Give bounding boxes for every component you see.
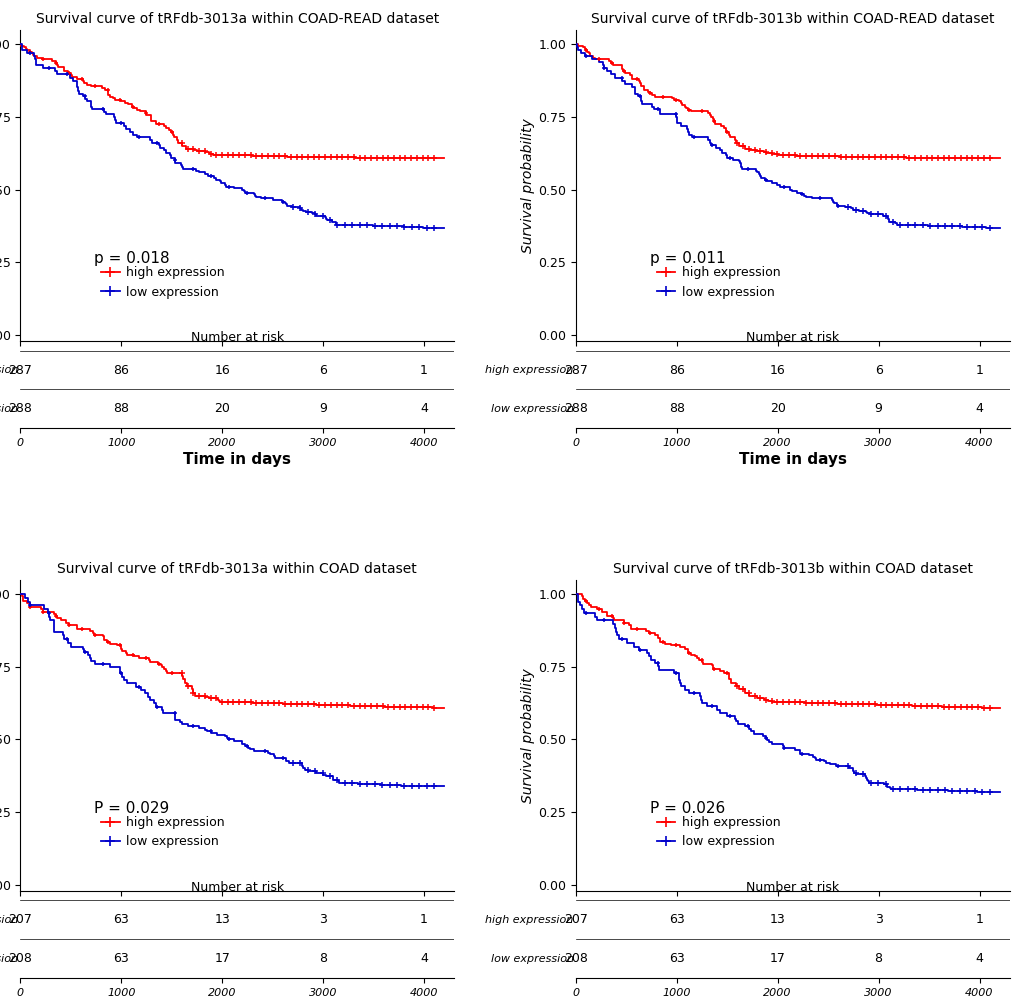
Text: 63: 63: [113, 913, 129, 926]
Text: P = 0.029: P = 0.029: [94, 800, 169, 816]
Title: Survival curve of tRFdb-3013a within COAD dataset: Survival curve of tRFdb-3013a within COA…: [57, 562, 417, 576]
Text: 208: 208: [564, 952, 587, 965]
Text: 13: 13: [769, 913, 785, 926]
Text: 17: 17: [769, 952, 785, 965]
Text: 20: 20: [769, 402, 785, 415]
Text: 63: 63: [668, 952, 684, 965]
Text: 8: 8: [873, 952, 881, 965]
X-axis label: Time in days: Time in days: [738, 452, 846, 467]
Text: 288: 288: [564, 402, 587, 415]
Text: 86: 86: [113, 363, 129, 376]
Text: 287: 287: [8, 363, 33, 376]
Text: 287: 287: [564, 363, 587, 376]
Text: high expression: high expression: [485, 365, 573, 375]
Text: 86: 86: [668, 363, 684, 376]
Text: P = 0.026: P = 0.026: [649, 800, 725, 816]
Text: 63: 63: [668, 913, 684, 926]
Legend: high expression, low expression: high expression, low expression: [651, 261, 785, 303]
Text: 1: 1: [420, 913, 428, 926]
Text: 16: 16: [214, 363, 230, 376]
Text: 9: 9: [319, 402, 327, 415]
Text: low expression: low expression: [490, 954, 573, 964]
Text: p = 0.018: p = 0.018: [94, 251, 169, 266]
Text: 9: 9: [874, 402, 881, 415]
Text: Number at risk: Number at risk: [746, 331, 839, 344]
Text: 207: 207: [564, 913, 587, 926]
Legend: high expression, low expression: high expression, low expression: [96, 811, 229, 853]
X-axis label: Time in days: Time in days: [183, 452, 291, 467]
Text: 6: 6: [319, 363, 327, 376]
Text: 6: 6: [874, 363, 881, 376]
Text: low expression: low expression: [0, 954, 18, 964]
Text: 63: 63: [113, 952, 129, 965]
Text: 17: 17: [214, 952, 230, 965]
Text: 1: 1: [974, 363, 982, 376]
Title: Survival curve of tRFdb-3013b within COAD dataset: Survival curve of tRFdb-3013b within COA…: [612, 562, 972, 576]
Legend: high expression, low expression: high expression, low expression: [651, 811, 785, 853]
Text: high expression: high expression: [0, 915, 18, 925]
Y-axis label: Survival probability: Survival probability: [521, 118, 535, 252]
Text: 88: 88: [113, 402, 129, 415]
Y-axis label: Survival probability: Survival probability: [521, 668, 535, 802]
Text: 1: 1: [974, 913, 982, 926]
Text: 1: 1: [420, 363, 428, 376]
Text: high expression: high expression: [485, 915, 573, 925]
Text: 4: 4: [974, 402, 982, 415]
Text: 3: 3: [874, 913, 881, 926]
Text: 13: 13: [214, 913, 230, 926]
Legend: high expression, low expression: high expression, low expression: [96, 261, 229, 303]
Text: 16: 16: [769, 363, 785, 376]
Text: Number at risk: Number at risk: [191, 331, 283, 344]
Text: 288: 288: [8, 402, 33, 415]
Text: 20: 20: [214, 402, 230, 415]
Text: Number at risk: Number at risk: [746, 881, 839, 894]
Text: p = 0.011: p = 0.011: [649, 251, 725, 266]
Text: 4: 4: [420, 952, 428, 965]
Title: Survival curve of tRFdb-3013b within COAD-READ dataset: Survival curve of tRFdb-3013b within COA…: [590, 12, 994, 26]
Text: 3: 3: [319, 913, 327, 926]
Text: 8: 8: [319, 952, 327, 965]
Title: Survival curve of tRFdb-3013a within COAD-READ dataset: Survival curve of tRFdb-3013a within COA…: [36, 12, 438, 26]
Text: 208: 208: [8, 952, 33, 965]
Text: 88: 88: [668, 402, 684, 415]
Text: low expression: low expression: [490, 404, 573, 414]
Text: low expression: low expression: [0, 404, 18, 414]
Text: 4: 4: [974, 952, 982, 965]
Text: Number at risk: Number at risk: [191, 881, 283, 894]
Text: high expression: high expression: [0, 365, 18, 375]
Text: 4: 4: [420, 402, 428, 415]
Text: 207: 207: [8, 913, 33, 926]
